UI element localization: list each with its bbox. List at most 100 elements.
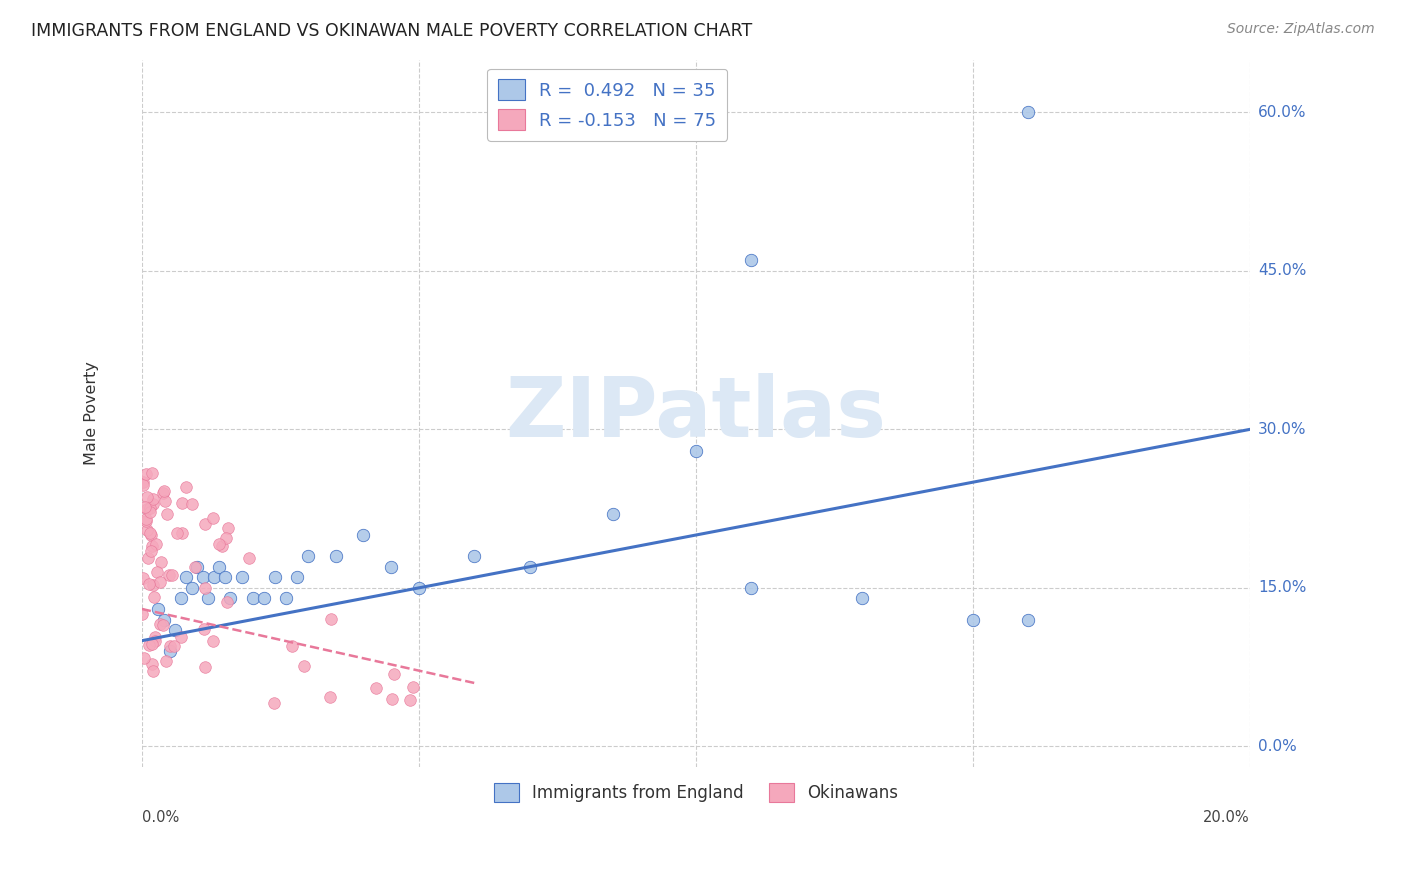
Point bbox=[170, 630, 193, 644]
Point bbox=[153, 613, 176, 627]
Point bbox=[131, 607, 153, 621]
Point bbox=[152, 485, 174, 500]
Point bbox=[215, 532, 238, 546]
Point bbox=[176, 480, 198, 494]
Point bbox=[740, 253, 762, 268]
Point bbox=[142, 578, 165, 592]
Point bbox=[148, 602, 170, 616]
Point bbox=[219, 591, 242, 606]
Point bbox=[165, 623, 187, 637]
Point bbox=[142, 491, 165, 506]
Point bbox=[163, 639, 186, 653]
Point bbox=[169, 591, 191, 606]
Point bbox=[134, 500, 156, 514]
Point bbox=[285, 570, 308, 584]
Point bbox=[159, 639, 181, 653]
Point bbox=[274, 591, 297, 606]
Point bbox=[139, 544, 162, 558]
Point bbox=[253, 591, 276, 606]
Point bbox=[157, 568, 180, 582]
Point bbox=[202, 634, 225, 648]
Point bbox=[318, 690, 340, 705]
Point bbox=[211, 539, 233, 553]
Point bbox=[166, 526, 188, 541]
Point bbox=[382, 667, 405, 681]
Point bbox=[170, 496, 193, 510]
Point bbox=[136, 523, 159, 537]
Point bbox=[138, 638, 160, 652]
Point bbox=[208, 537, 231, 551]
Point bbox=[146, 565, 169, 579]
Legend: Immigrants from England, Okinawans: Immigrants from England, Okinawans bbox=[486, 776, 904, 809]
Point bbox=[141, 637, 163, 651]
Point bbox=[141, 528, 163, 542]
Point bbox=[139, 500, 162, 515]
Point bbox=[194, 660, 217, 674]
Point bbox=[136, 491, 159, 505]
Point bbox=[135, 514, 157, 528]
Point bbox=[136, 551, 159, 566]
Text: IMMIGRANTS FROM ENGLAND VS OKINAWAN MALE POVERTY CORRELATION CHART: IMMIGRANTS FROM ENGLAND VS OKINAWAN MALE… bbox=[31, 22, 752, 40]
Point bbox=[184, 560, 207, 574]
Point bbox=[155, 654, 177, 668]
Point bbox=[685, 443, 707, 458]
Point bbox=[962, 613, 984, 627]
Text: 30.0%: 30.0% bbox=[1258, 422, 1306, 437]
Point bbox=[194, 517, 217, 532]
Point bbox=[149, 555, 172, 569]
Point bbox=[143, 590, 166, 604]
Text: 15.0%: 15.0% bbox=[1258, 581, 1306, 595]
Point bbox=[352, 528, 374, 542]
Point bbox=[1017, 613, 1039, 627]
Point bbox=[149, 574, 172, 589]
Point bbox=[851, 591, 873, 606]
Point bbox=[381, 692, 404, 706]
Point bbox=[159, 644, 181, 658]
Point bbox=[197, 591, 219, 606]
Point bbox=[136, 501, 159, 516]
Point bbox=[408, 581, 430, 595]
Point bbox=[191, 570, 214, 584]
Point bbox=[321, 612, 343, 626]
Text: 0.0%: 0.0% bbox=[1258, 739, 1296, 754]
Point bbox=[174, 570, 197, 584]
Point bbox=[142, 497, 165, 511]
Point bbox=[149, 616, 172, 631]
Point bbox=[141, 467, 163, 481]
Text: 0.0%: 0.0% bbox=[142, 810, 179, 825]
Point bbox=[135, 467, 157, 481]
Point bbox=[280, 639, 302, 653]
Point bbox=[602, 507, 624, 521]
Text: Male Poverty: Male Poverty bbox=[84, 361, 100, 466]
Point bbox=[135, 511, 157, 525]
Point bbox=[297, 549, 319, 564]
Point bbox=[519, 559, 541, 574]
Point bbox=[402, 680, 425, 694]
Text: ZIPatlas: ZIPatlas bbox=[505, 373, 886, 454]
Point bbox=[156, 507, 179, 521]
Point bbox=[132, 475, 155, 490]
Point bbox=[138, 505, 160, 519]
Point bbox=[398, 693, 420, 707]
Point bbox=[242, 591, 264, 606]
Point bbox=[143, 631, 166, 645]
Point bbox=[153, 493, 176, 508]
Point bbox=[231, 570, 253, 584]
Text: Source: ZipAtlas.com: Source: ZipAtlas.com bbox=[1227, 22, 1375, 37]
Point bbox=[202, 570, 225, 584]
Point bbox=[1017, 105, 1039, 120]
Point bbox=[142, 664, 165, 678]
Point bbox=[180, 581, 202, 595]
Point bbox=[380, 559, 402, 574]
Point bbox=[132, 478, 155, 492]
Point bbox=[364, 681, 387, 696]
Point bbox=[152, 618, 174, 632]
Text: 45.0%: 45.0% bbox=[1258, 263, 1306, 278]
Point bbox=[141, 539, 163, 553]
Point bbox=[132, 571, 155, 585]
Point bbox=[263, 570, 285, 584]
Point bbox=[145, 537, 167, 551]
Text: 20.0%: 20.0% bbox=[1204, 810, 1250, 825]
Point bbox=[201, 511, 224, 525]
Point bbox=[180, 497, 202, 511]
